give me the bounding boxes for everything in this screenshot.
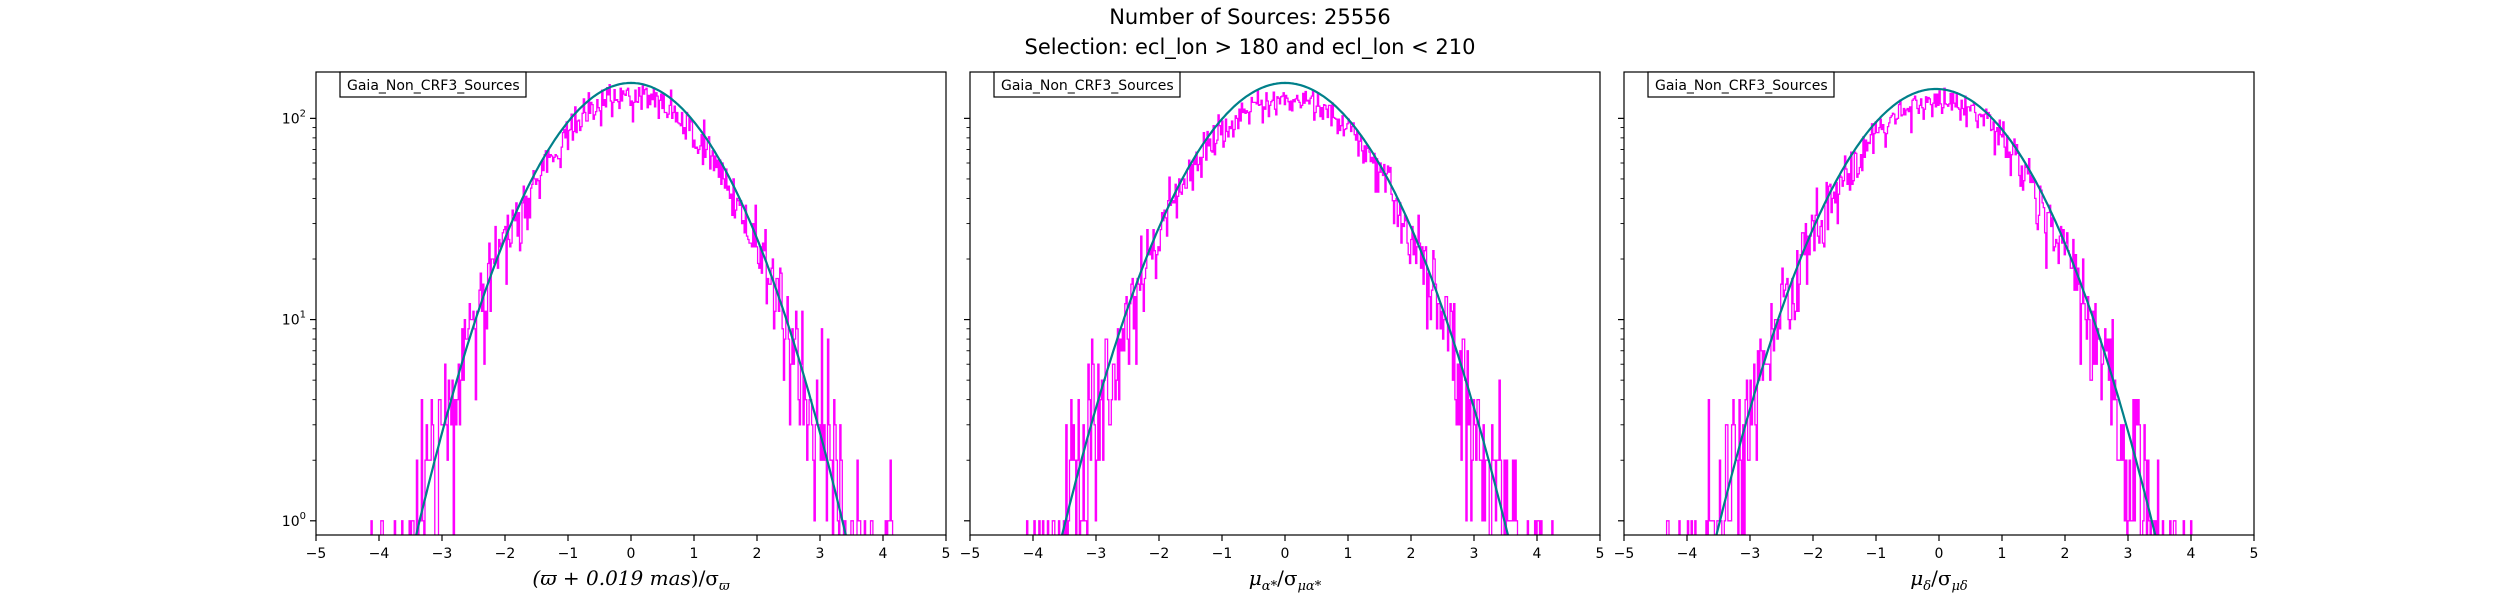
x-tick-label: 4 — [1533, 546, 1542, 562]
x-tick-label: 3 — [1470, 546, 1479, 562]
x-axis-label-unit: mas — [650, 566, 691, 590]
x-tick-label: −4 — [369, 546, 390, 562]
x-tick-label: 2 — [1407, 546, 1416, 562]
x-axis-label: μδ/σμδ — [1910, 566, 1968, 594]
y-tick-exponent: 1 — [300, 310, 306, 321]
x-axis-label-sub1: α* — [1262, 579, 1278, 594]
legend-box — [993, 71, 1181, 98]
x-tick-label: 3 — [2124, 546, 2133, 562]
plot-area — [1665, 87, 2193, 535]
x-tick-label: 4 — [2187, 546, 2196, 562]
x-axis-label-sub: ϖ — [719, 579, 730, 594]
x-tick-label: −4 — [1677, 546, 1698, 562]
axes-frame — [315, 71, 947, 536]
x-axis-label-after: )/σ — [691, 566, 720, 590]
y-tick-base: 10 — [282, 313, 300, 329]
x-tick-label: −4 — [1023, 546, 1044, 562]
x-tick-label: 1 — [1998, 546, 2007, 562]
histogram-series — [370, 84, 894, 535]
x-axis-label-sub: μα* — [1297, 579, 1321, 594]
y-tick-base: 10 — [282, 111, 300, 127]
x-axis-label-main: μ — [1910, 566, 1923, 590]
y-tick-label: 100 — [282, 511, 306, 530]
x-tick-label: −1 — [1866, 546, 1887, 562]
figure-title-line2: Selection: ecl_lon > 180 and ecl_lon < 2… — [1024, 35, 1475, 60]
panel-pm-ra: −5 −4 −3 −2 −1 0 1 2 3 4 5 Gaia_Non_CRF3_Sources μα*… — [960, 71, 1605, 594]
x-tick-label: −1 — [558, 546, 579, 562]
y-tick-label: 101 — [282, 310, 306, 329]
figure-title-line1: Number of Sources: 25556 — [1109, 5, 1391, 29]
x-tick-label: −5 — [306, 546, 327, 562]
x-tick-label: 5 — [1596, 546, 1605, 562]
x-tick-label: 4 — [879, 546, 888, 562]
x-tick-label: 1 — [690, 546, 699, 562]
y-tick-label: 102 — [282, 108, 306, 127]
x-tick-label: −5 — [960, 546, 981, 562]
histogram-series — [1025, 89, 1554, 535]
x-tick-label: −3 — [1086, 546, 1107, 562]
x-tick-label: 0 — [1281, 546, 1290, 562]
x-tick-label: −3 — [1740, 546, 1761, 562]
x-axis-label-main: μ — [1249, 566, 1262, 590]
x-axis-label-after: /σ — [1277, 566, 1298, 590]
x-axis-label-main: (ϖ + 0.019 — [532, 566, 649, 590]
legend-label: Gaia_Non_CRF3_Sources — [1001, 78, 1174, 94]
x-tick-label: −3 — [432, 546, 453, 562]
legend-box — [1647, 71, 1835, 98]
x-tick-label: 1 — [1344, 546, 1353, 562]
gaussian-fit-line — [1060, 81, 1510, 535]
x-tick-label: 0 — [1935, 546, 1944, 562]
x-tick-label: −2 — [495, 546, 516, 562]
gaussian-fit-line — [1715, 87, 2157, 535]
legend-label: Gaia_Non_CRF3_Sources — [347, 78, 520, 94]
gaussian-fit-line — [415, 81, 847, 535]
x-axis-label-after: /σ — [1931, 566, 1952, 590]
panel-parallax: −5 −4 −3 −2 −1 0 1 2 3 4 5100101102Gaia_Non_CRF3_S… — [282, 71, 951, 594]
plot-area — [1025, 81, 1554, 535]
legend: Gaia_Non_CRF3_Sources — [993, 71, 1181, 98]
x-tick-label: 0 — [627, 546, 636, 562]
x-tick-label: −2 — [1149, 546, 1170, 562]
y-tick-exponent: 0 — [300, 511, 306, 522]
legend-box — [339, 71, 527, 98]
legend: Gaia_Non_CRF3_Sources — [339, 71, 527, 98]
y-tick-base: 10 — [282, 514, 300, 530]
histogram-series — [1665, 87, 2193, 535]
y-tick-exponent: 2 — [300, 108, 306, 119]
x-axis-label-sub: μδ — [1951, 579, 1967, 594]
x-axis-label-sub1: δ — [1923, 579, 1931, 594]
x-tick-label: −5 — [1614, 546, 1635, 562]
x-tick-label: −1 — [1212, 546, 1233, 562]
x-axis-label: (ϖ + 0.019 mas)/σϖ — [532, 566, 730, 594]
panel-pm-dec: −5 −4 −3 −2 −1 0 1 2 3 4 5 Gaia_Non_CRF3_Sources μδ/… — [1614, 71, 2259, 594]
x-tick-label: 5 — [2250, 546, 2259, 562]
x-tick-label: 5 — [942, 546, 951, 562]
plot-area — [370, 81, 894, 535]
x-tick-label: 2 — [2061, 546, 2070, 562]
x-tick-label: 3 — [816, 546, 825, 562]
x-tick-label: −2 — [1803, 546, 1824, 562]
legend-label: Gaia_Non_CRF3_Sources — [1655, 78, 1828, 94]
axes-frame — [1623, 71, 2255, 536]
legend: Gaia_Non_CRF3_Sources — [1647, 71, 1835, 98]
x-tick-label: 2 — [753, 546, 762, 562]
x-axis-label: μα*/σμα* — [1249, 566, 1322, 594]
